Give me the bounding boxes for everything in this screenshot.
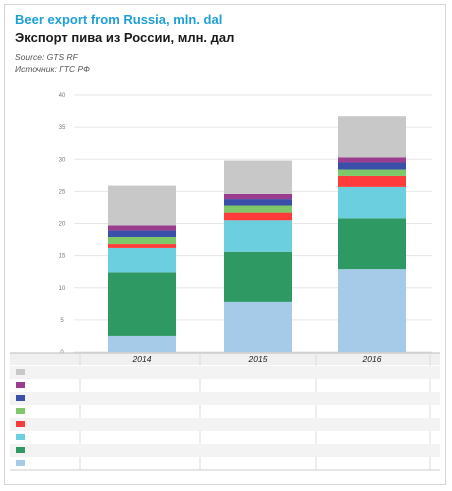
table-header-band [10, 353, 440, 365]
bar-segment [224, 160, 292, 194]
table-row-bg [10, 366, 440, 379]
bar-segment [108, 247, 176, 273]
bar-segment [224, 220, 292, 252]
bar-segment [224, 212, 292, 221]
bar-segment [108, 272, 176, 336]
y-tick-label: 10 [59, 286, 66, 292]
bar-segment [108, 185, 176, 226]
y-tick-label: 30 [59, 157, 66, 163]
legend-swatch [16, 369, 25, 375]
chart-title-en: Beer export from Russia, mln. dal [15, 12, 223, 27]
legend-swatch [16, 447, 25, 453]
table-row-bg [10, 392, 440, 405]
bar-segment [224, 199, 292, 206]
bar-segment [108, 244, 176, 248]
legend-swatch [16, 434, 25, 440]
legend-swatch [16, 395, 25, 401]
bar-segment [338, 116, 406, 158]
table-row-bg [10, 418, 440, 431]
bar-segment [108, 225, 176, 231]
legend-swatch [16, 382, 25, 388]
y-tick-label: 15 [59, 254, 66, 260]
y-tick-label: 20 [59, 222, 66, 228]
table-row-bg [10, 444, 440, 457]
source-ru: Источник: ГТС РФ [15, 64, 90, 74]
bar-segment [338, 157, 406, 163]
bar-segment [338, 269, 406, 352]
x-tick-label: 2016 [362, 354, 382, 364]
bar-segment [224, 205, 292, 213]
x-tick-label: 2014 [132, 354, 152, 364]
chart-title-ru: Экспорт пива из России, млн. дал [15, 30, 235, 45]
legend-swatch [16, 408, 25, 414]
legend-swatch [16, 460, 25, 466]
bar-segment [338, 162, 406, 170]
y-tick-label: 40 [59, 93, 66, 99]
bar-segment [224, 301, 292, 352]
bar-segment [108, 236, 176, 245]
source-en: Source: GTS RF [15, 52, 78, 62]
legend-swatch [16, 421, 25, 427]
bar-segment [224, 251, 292, 302]
y-tick-label: 5 [60, 318, 64, 324]
bar-segment [224, 193, 292, 200]
bar-segment [338, 218, 406, 270]
bar-segment [108, 335, 176, 352]
bar-segment [108, 230, 176, 237]
y-tick-label: 25 [59, 189, 66, 195]
y-tick-label: 35 [59, 125, 66, 131]
bar-segment [338, 186, 406, 219]
x-tick-label: 2015 [248, 354, 268, 364]
bar-segment [338, 175, 406, 187]
bar-segment [338, 169, 406, 176]
